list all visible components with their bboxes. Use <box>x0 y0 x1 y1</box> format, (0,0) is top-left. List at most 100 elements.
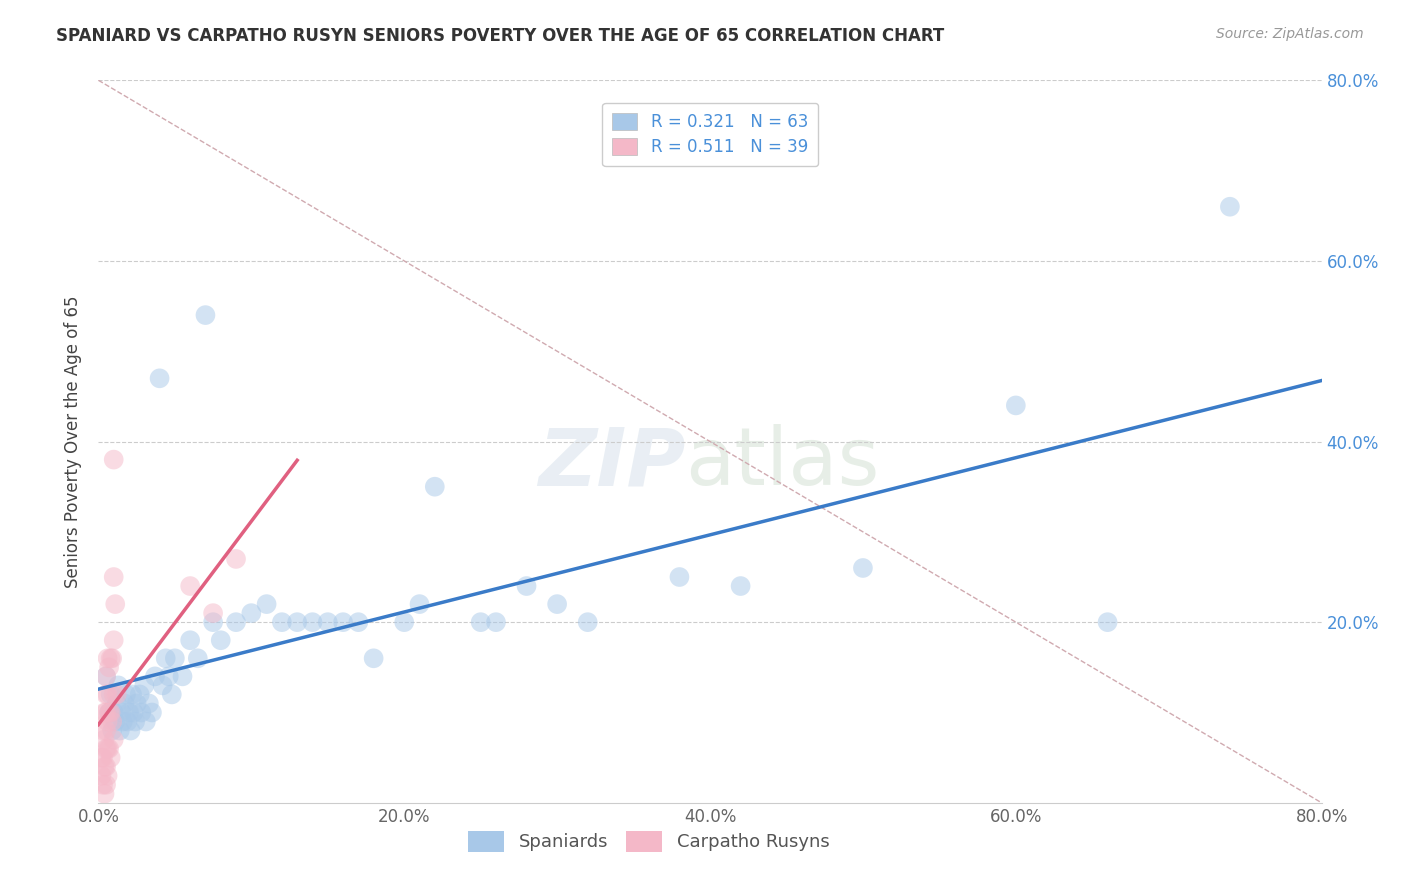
Point <box>94 760 117 774</box>
Point <box>107 678 129 692</box>
Point <box>194 308 217 322</box>
Point <box>100 706 122 720</box>
Point <box>98 741 121 756</box>
Point <box>138 697 160 711</box>
Point <box>91 778 114 792</box>
Point <box>576 615 599 630</box>
Point <box>179 633 201 648</box>
Point <box>209 633 232 648</box>
Point <box>135 714 157 729</box>
Point <box>1219 200 1241 214</box>
Y-axis label: Seniors Poverty Over the Age of 65: Seniors Poverty Over the Age of 65 <box>65 295 83 588</box>
Point <box>1004 398 1026 412</box>
Point <box>149 371 172 385</box>
Point <box>121 687 143 701</box>
Point <box>408 597 430 611</box>
Point <box>332 615 354 630</box>
Point <box>104 714 127 729</box>
Point <box>423 480 446 494</box>
Point <box>128 687 150 701</box>
Point <box>101 714 124 729</box>
Point <box>120 723 142 738</box>
Point <box>97 769 120 783</box>
Point <box>98 706 121 720</box>
Point <box>94 669 117 683</box>
Point <box>1097 615 1119 630</box>
Point <box>97 687 120 701</box>
Point <box>516 579 538 593</box>
Point <box>143 669 166 683</box>
Point <box>392 615 416 630</box>
Point <box>97 714 120 729</box>
Point <box>347 615 370 630</box>
Point <box>110 706 132 720</box>
Point <box>316 615 339 630</box>
Point <box>160 687 183 701</box>
Point <box>157 669 180 683</box>
Point <box>117 714 139 729</box>
Point <box>124 714 146 729</box>
Point <box>94 687 117 701</box>
Point <box>108 723 131 738</box>
Point <box>93 760 115 774</box>
Point <box>112 697 135 711</box>
Point <box>104 597 127 611</box>
Point <box>94 778 117 792</box>
Point <box>100 687 122 701</box>
Text: ZIP: ZIP <box>538 425 686 502</box>
Point <box>122 706 145 720</box>
Point <box>363 651 385 665</box>
Point <box>93 732 115 747</box>
Point <box>155 651 177 665</box>
Point <box>852 561 875 575</box>
Point <box>103 687 125 701</box>
Point <box>225 615 247 630</box>
Point <box>125 697 148 711</box>
Point <box>91 723 114 738</box>
Point <box>111 714 134 729</box>
Point <box>730 579 752 593</box>
Point <box>101 723 124 738</box>
Point <box>98 660 121 674</box>
Point <box>172 669 194 683</box>
Point <box>105 687 128 701</box>
Point <box>98 706 121 720</box>
Point <box>163 651 186 665</box>
Point <box>668 570 690 584</box>
Point <box>103 706 125 720</box>
Text: atlas: atlas <box>686 425 880 502</box>
Point <box>94 706 117 720</box>
Point <box>91 750 114 764</box>
Point <box>285 615 308 630</box>
Point <box>100 750 122 764</box>
Point <box>90 769 112 783</box>
Point <box>93 706 115 720</box>
Point <box>202 615 225 630</box>
Point <box>270 615 292 630</box>
Point <box>141 706 163 720</box>
Point <box>103 570 125 584</box>
Point <box>105 697 128 711</box>
Point <box>101 651 124 665</box>
Point <box>93 787 115 801</box>
Point <box>103 452 125 467</box>
Point <box>134 678 156 692</box>
Point <box>97 651 120 665</box>
Point <box>94 669 117 683</box>
Point <box>152 678 174 692</box>
Point <box>546 597 568 611</box>
Point <box>202 606 225 620</box>
Point <box>187 651 209 665</box>
Point <box>129 706 152 720</box>
Point <box>103 633 125 648</box>
Point <box>118 706 141 720</box>
Point <box>301 615 323 630</box>
Point <box>90 750 112 764</box>
Point <box>485 615 508 630</box>
Point <box>94 723 117 738</box>
Point <box>179 579 201 593</box>
Point <box>115 687 138 701</box>
Point <box>225 552 247 566</box>
Point <box>103 732 125 747</box>
Text: Source: ZipAtlas.com: Source: ZipAtlas.com <box>1216 27 1364 41</box>
